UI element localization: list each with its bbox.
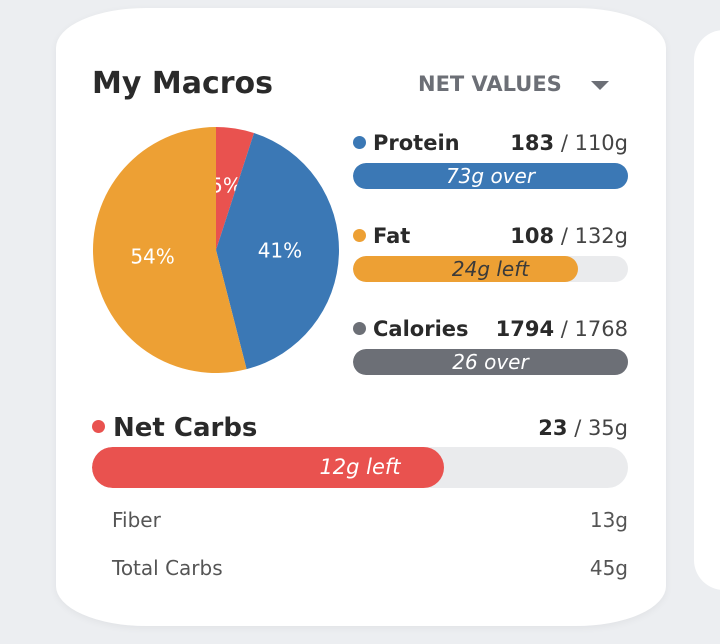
next-card — [694, 30, 720, 590]
goal: / 132g — [560, 224, 628, 248]
dropdown-label: NET VALUES — [418, 72, 562, 96]
dropdown-arrow — [591, 81, 610, 90]
macro-name: Protein — [373, 131, 460, 155]
current: 108 — [510, 224, 555, 248]
macro-amount: 23 / 35g — [538, 413, 628, 443]
progress-track: 73g over — [353, 163, 628, 189]
macro-amount: 108 / 132g — [510, 224, 628, 249]
progress-track: 24g left — [353, 256, 628, 282]
current: 23 — [538, 416, 568, 440]
macro-amount: 183 / 110g — [510, 131, 628, 156]
legend-dot — [353, 135, 366, 149]
pie-slice — [216, 127, 255, 250]
progress-fill — [353, 163, 628, 189]
legend-dot — [92, 420, 105, 433]
macro-name: Fat — [373, 224, 411, 248]
slice-label: 41% — [258, 239, 302, 263]
progress-status: 26 over — [452, 350, 529, 374]
legend-dot — [353, 321, 366, 335]
macro-name: Calories — [373, 317, 469, 341]
detail-value: 45g — [589, 556, 628, 580]
pie-slice — [92, 127, 247, 374]
slice-label: 54% — [130, 245, 174, 269]
progress-track: 12g left — [92, 447, 628, 488]
detail-value: 13g — [589, 508, 628, 532]
progress-status: 24g left — [451, 257, 530, 281]
progress-fill — [92, 447, 445, 488]
current: 183 — [510, 131, 555, 155]
legend-dot — [353, 228, 366, 242]
goal: / 1768 — [560, 317, 628, 341]
goal: / 110g — [560, 131, 628, 155]
dropdown[interactable]: NET VALUES — [418, 72, 610, 96]
detail-label: Fiber — [112, 508, 161, 532]
progress-status: 12g left — [319, 455, 401, 479]
title: My Macros — [92, 66, 273, 101]
pie-slice — [216, 133, 339, 370]
current: 1794 — [495, 317, 555, 341]
progress-status: 73g over — [445, 164, 536, 188]
macro-name: Net Carbs — [113, 413, 258, 443]
macro-amount: 1794 / 1768 — [496, 317, 628, 342]
detail-label: Total Carbs — [112, 556, 223, 580]
progress-fill — [353, 256, 578, 282]
progress-track: 26 over — [353, 349, 628, 375]
progress-fill — [353, 349, 628, 375]
goal: / 35g — [574, 416, 628, 440]
